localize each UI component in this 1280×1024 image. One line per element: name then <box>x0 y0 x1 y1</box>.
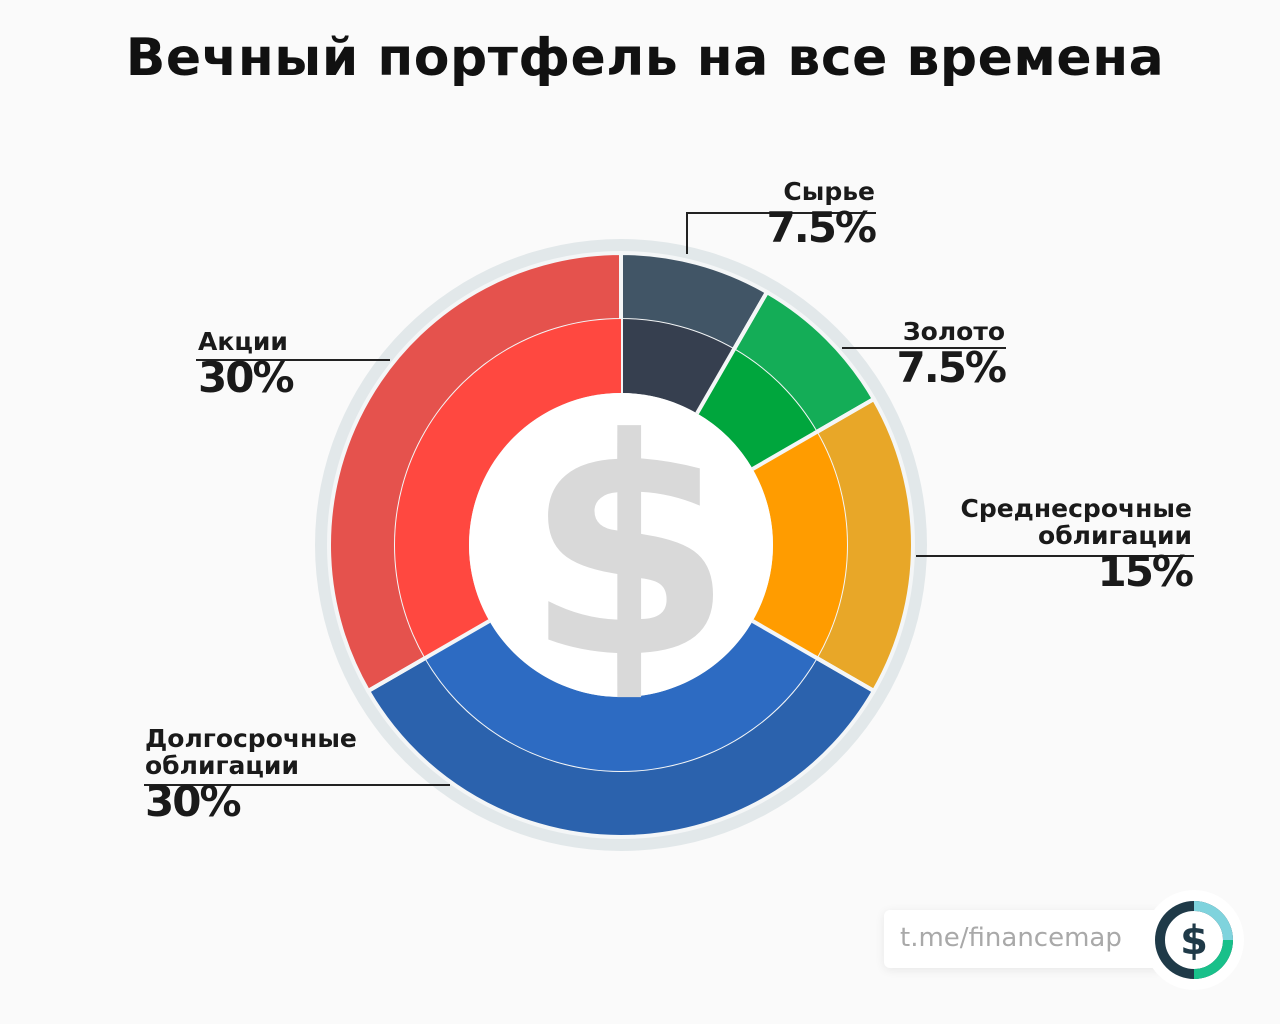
label-gold-pct: 7.5% <box>896 343 1007 392</box>
leader-line-gold <box>842 347 1006 349</box>
leader-line-stocks <box>196 359 390 361</box>
slice-inner-commodities <box>621 319 734 414</box>
leader-line-commodities-h <box>686 212 876 214</box>
brand-link-text[interactable]: t.me/financemap <box>900 923 1122 953</box>
slice-inner-stocks <box>394 319 621 658</box>
label-gold-name: Золото <box>902 317 1005 346</box>
label-mid-bonds-name-2: облигации <box>1038 521 1192 550</box>
slice-inner-mid-bonds <box>752 432 847 658</box>
slice-inner-gold <box>697 349 817 469</box>
label-stocks: Акции 30% <box>198 327 295 402</box>
label-commodities-name: Сырье <box>783 177 875 206</box>
label-long-bonds-pct: 30% <box>145 777 242 826</box>
leader-line-long-bonds <box>144 784 450 786</box>
leader-line-commodities <box>686 212 688 254</box>
label-stocks-name: Акции <box>198 327 288 356</box>
center-dollar-icon: $ <box>525 375 734 724</box>
brand-link-box[interactable] <box>884 910 1164 968</box>
label-mid-bonds-name-1: Среднесрочные <box>960 494 1192 523</box>
label-mid-bonds-pct: 15% <box>1097 547 1194 596</box>
slice-separator-long-bonds <box>751 619 875 693</box>
label-long-bonds-name-2: облигации <box>145 751 299 780</box>
label-gold: Золото 7.5% <box>896 317 1007 392</box>
leader-line-mid-bonds <box>916 555 1194 557</box>
dollar-logo-icon[interactable]: $ <box>1142 888 1246 992</box>
label-stocks-pct: 30% <box>198 353 295 402</box>
slice-separator-stocks <box>367 619 491 693</box>
slice-inner-long-bonds <box>425 621 817 771</box>
label-long-bonds: Долгосрочные облигации 30% <box>145 725 357 825</box>
label-commodities-pct: 7.5% <box>766 203 877 252</box>
svg-text:$: $ <box>1180 918 1208 964</box>
label-mid-bonds: Среднесрочные облигации 15% <box>960 494 1194 596</box>
slice-separator-mid-bonds <box>751 397 875 471</box>
slice-separator-gold <box>695 291 769 415</box>
dollar-sign-icon: $ <box>525 375 734 724</box>
donut-hole <box>469 393 773 697</box>
chart-title: Вечный портфель на все времена <box>125 28 1165 88</box>
label-commodities: Сырье 7.5% <box>766 177 877 252</box>
label-long-bonds-name-1: Долгосрочные <box>145 724 357 753</box>
